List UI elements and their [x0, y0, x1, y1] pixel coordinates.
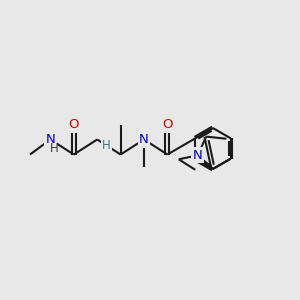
Text: O: O — [162, 118, 173, 131]
Text: O: O — [68, 118, 79, 131]
Text: N: N — [193, 149, 203, 162]
Text: N: N — [46, 133, 55, 146]
Text: H: H — [102, 139, 111, 152]
Text: H: H — [50, 142, 58, 155]
Text: N: N — [139, 133, 149, 146]
